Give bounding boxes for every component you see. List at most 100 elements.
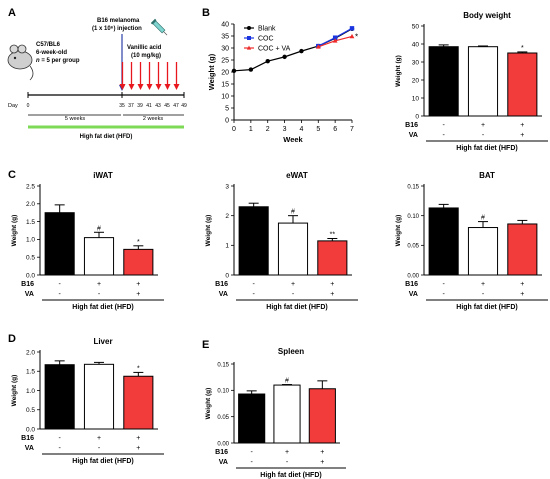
va-sign: - — [482, 291, 485, 298]
row-label-b16: B16 — [21, 281, 34, 288]
row-label-b16: B16 — [215, 449, 228, 456]
va-sign: + — [136, 445, 140, 452]
y-tick-label: 30 — [221, 46, 229, 53]
y-tick-label: 20 — [412, 77, 420, 84]
day-tick-label: 43 — [155, 103, 161, 109]
bar — [467, 227, 499, 276]
y-tick-label: 10 — [221, 94, 229, 101]
chart-title: Spleen — [278, 347, 304, 356]
x-tick-label: 4 — [299, 126, 303, 133]
chart-title: BAT — [479, 171, 495, 180]
panel-a-label: A — [8, 7, 16, 19]
b16-sign: - — [58, 435, 61, 442]
x-tick-label: 2 — [266, 126, 270, 133]
treatment-label: Vanillic acid — [127, 45, 162, 51]
row-label-va: VA — [25, 291, 34, 298]
row-label-va: VA — [219, 459, 228, 466]
panel-c-label: C — [8, 169, 16, 181]
y-tick-label: 0.0 — [26, 272, 35, 279]
y-axis-title: Weight (g) — [11, 215, 18, 247]
treatment-arrowhead — [137, 84, 144, 90]
y-tick-label: 40 — [221, 22, 229, 29]
bar — [44, 364, 75, 430]
day-tick-label: 35 — [119, 103, 125, 109]
y-tick-label: 0.00 — [217, 441, 229, 447]
treatment-arrowhead — [119, 84, 126, 90]
va-sign: - — [58, 445, 61, 452]
data-point — [265, 59, 270, 64]
treatment-arrows — [119, 62, 180, 90]
mouse-strain: C57/BL6 — [36, 42, 61, 48]
bar — [273, 384, 301, 444]
significance-mark: # — [97, 225, 101, 232]
b16-sign: + — [136, 435, 140, 442]
chart-title: eWAT — [286, 171, 308, 180]
significance-mark: * — [355, 32, 358, 41]
bar-chart-iwat: iWAT 0.0 0.5 1.0 1.5 2.0 2.5 Weight (g) # * B16 VA -… — [11, 171, 164, 311]
day-tick-label: 39 — [137, 103, 143, 109]
y-tick-label: 1.5 — [26, 219, 35, 226]
series-line — [233, 28, 353, 72]
legend-marker — [247, 26, 251, 30]
injection-dose: (1 x 10⁶) injection — [92, 26, 142, 32]
hfd-footer: High fat diet (HFD) — [72, 304, 133, 311]
bar — [44, 212, 75, 276]
b16-sign: + — [481, 122, 485, 129]
bar — [428, 46, 459, 117]
significance-mark: # — [481, 215, 485, 222]
bar — [238, 206, 269, 276]
row-label-b16: B16 — [21, 435, 34, 442]
va-sign: - — [482, 132, 485, 139]
significance-mark: * — [521, 45, 524, 52]
y-tick-label: 0 — [225, 118, 229, 125]
va-sign: - — [98, 445, 101, 452]
data-point — [231, 68, 237, 74]
significance-mark: * — [137, 365, 140, 372]
data-point — [299, 48, 304, 54]
y-axis-title: Weight (g) — [395, 55, 402, 87]
hfd-footer: High fat diet (HFD) — [72, 458, 133, 465]
b16-sign: + — [330, 281, 334, 288]
hfd-footer: High fat diet (HFD) — [260, 472, 321, 479]
va-sign: + — [320, 459, 324, 466]
va-sign: + — [136, 291, 140, 298]
y-tick-label: 0.15 — [407, 184, 419, 190]
y-tick-label: 0.5 — [26, 255, 35, 262]
panel-e-label: E — [202, 339, 209, 351]
bar — [83, 237, 115, 276]
bar — [238, 393, 266, 444]
y-axis-title: Weight (g) — [205, 388, 212, 420]
b16-sign: + — [520, 122, 524, 129]
y-tick-label: 1.0 — [26, 388, 35, 395]
va-sign: - — [58, 291, 61, 298]
legend-label: COC — [258, 36, 274, 43]
b16-sign: + — [136, 281, 140, 288]
significance-mark: # — [291, 209, 295, 216]
data-point — [349, 33, 355, 39]
significance-mark: ** — [330, 232, 336, 239]
significance-mark: # — [285, 378, 289, 385]
hfd-label: High fat diet (HFD) — [80, 134, 133, 140]
data-point — [282, 54, 287, 60]
va-sign: - — [442, 132, 445, 139]
y-tick-label: 1.0 — [26, 237, 35, 244]
row-label-va: VA — [219, 291, 228, 298]
panel-b: B 0 5 10 15 20 25 30 35 40 0 1 2 3 4 5 6 7 Week Weight (g)… — [202, 7, 358, 144]
y-tick-label: 10 — [412, 95, 420, 102]
y-tick-label: 0.05 — [407, 244, 419, 250]
hfd-footer: High fat diet (HFD) — [456, 145, 517, 152]
bar — [467, 46, 499, 117]
day-label: Day — [8, 103, 18, 109]
y-tick-label: 15 — [221, 82, 229, 89]
hfd-footer: High fat diet (HFD) — [266, 304, 327, 311]
mouse-age: 6-week-old — [36, 50, 67, 56]
data-point — [248, 67, 254, 72]
y-tick-label: 0.10 — [217, 389, 229, 395]
hfd-footer: High fat diet (HFD) — [456, 304, 517, 311]
b16-sign: - — [442, 122, 445, 129]
treatment-arrowhead — [164, 84, 171, 90]
b16-sign: + — [320, 449, 324, 456]
mouse-illustration — [7, 44, 34, 81]
bar-chart-bat: BAT 0.00 0.05 0.10 0.15 Weight (g) # B16 VA - - + - +… — [395, 171, 548, 311]
